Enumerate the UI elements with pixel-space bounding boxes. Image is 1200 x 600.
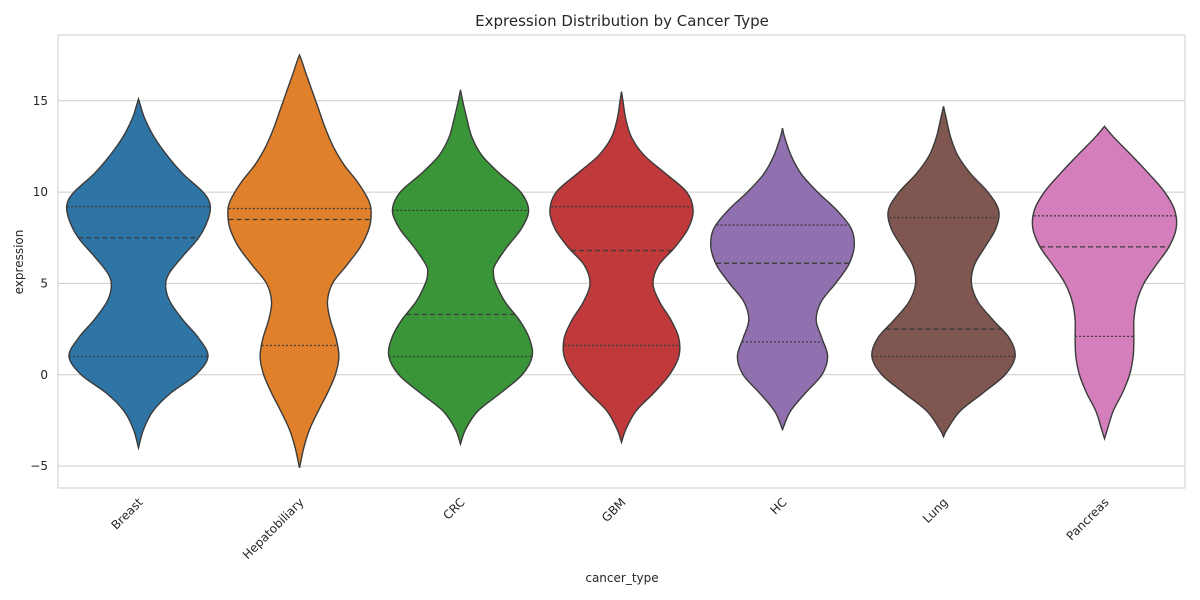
violin-hc — [710, 127, 855, 432]
y-tick-label: −5 — [30, 459, 48, 473]
violin-crc — [387, 89, 534, 447]
violin-body — [227, 53, 372, 469]
violin-lung — [871, 106, 1016, 439]
violin-pancreas — [1031, 125, 1178, 442]
violin-body — [549, 91, 694, 445]
x-tick-label: Breast — [108, 495, 145, 532]
x-tick-label: Pancreas — [1064, 495, 1112, 543]
y-tick-label: 0 — [40, 368, 48, 382]
x-axis-label: cancer_type — [585, 571, 658, 585]
plot-area — [57, 34, 1186, 489]
violin-hepatobiliary — [227, 53, 372, 469]
x-tick-label: GBM — [599, 495, 629, 525]
violin-body — [65, 96, 212, 451]
y-tick-label: 5 — [40, 276, 48, 290]
x-tick-label: CRC — [440, 495, 467, 522]
x-tick-label: Lung — [920, 495, 951, 526]
violin-body — [1031, 125, 1178, 442]
y-tick-labels: −5 0 5 10 15 — [30, 94, 48, 473]
y-tick-label: 10 — [33, 185, 48, 199]
violin-body — [871, 106, 1016, 439]
violins — [65, 53, 1178, 469]
violin-gbm — [549, 91, 694, 445]
violin-body — [710, 127, 855, 432]
x-tick-label: Hepatobiliary — [240, 495, 307, 562]
x-tick-label: HC — [767, 495, 789, 517]
chart-title: Expression Distribution by Cancer Type — [475, 12, 769, 30]
x-tick-labels: Breast Hepatobiliary CRC GBM HC Lung Pancreas — [108, 495, 1111, 562]
y-tick-label: 15 — [33, 94, 48, 108]
violin-breast — [65, 96, 212, 451]
violin-body — [387, 89, 534, 447]
y-axis-label: expression — [12, 230, 26, 295]
